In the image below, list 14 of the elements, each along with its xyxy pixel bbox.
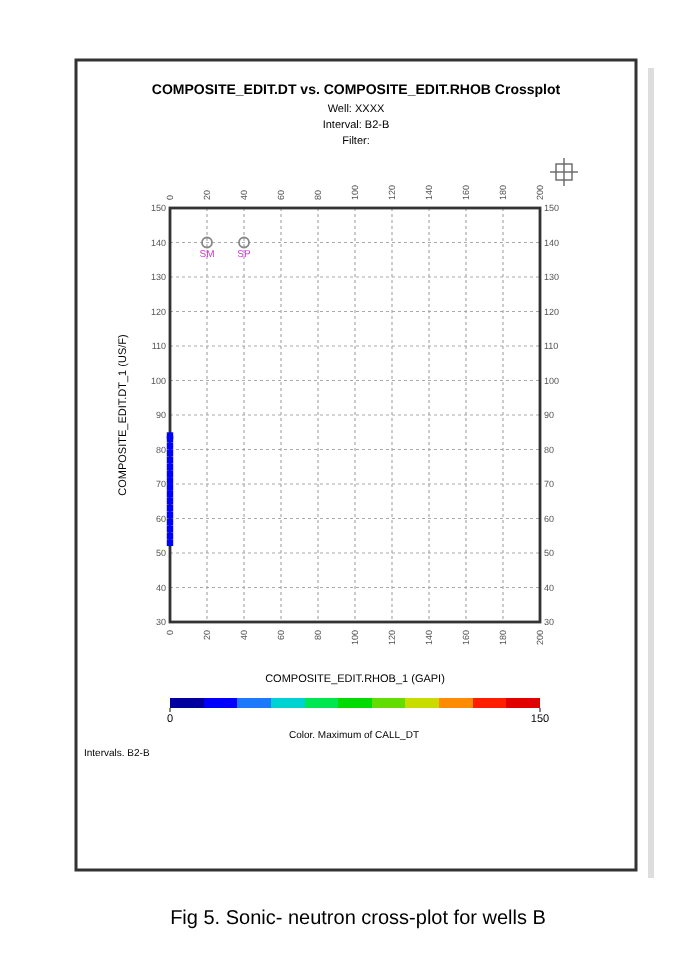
point (166, 484, 174, 491)
point (166, 463, 174, 471)
point (166, 525, 174, 533)
point (166, 477, 174, 484)
caption: Fig 5. Sonic- neutron cross-plot for wells B (170, 908, 547, 930)
point (166, 532, 174, 540)
point (166, 470, 174, 478)
point (238, 236, 250, 249)
point (201, 236, 213, 249)
point (166, 456, 174, 464)
point (166, 504, 174, 512)
point (166, 497, 174, 505)
point (166, 490, 174, 498)
point (166, 539, 174, 547)
